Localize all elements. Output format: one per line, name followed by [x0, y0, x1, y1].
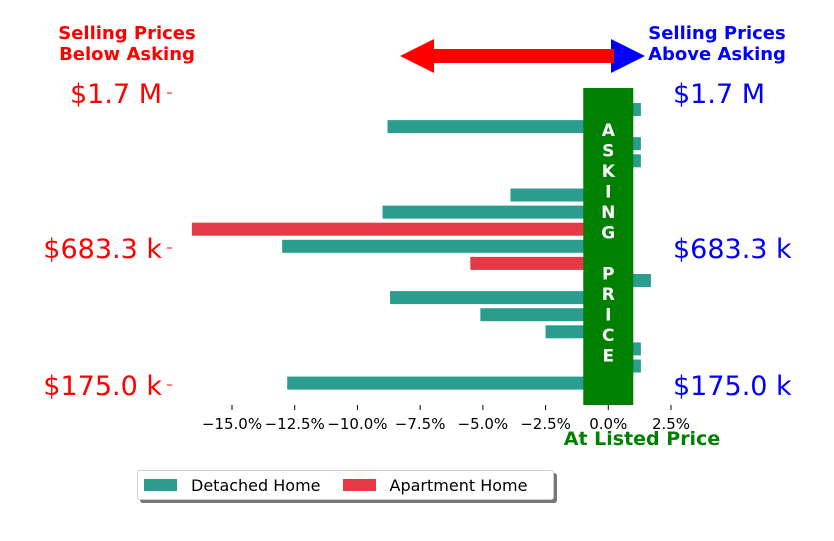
legend-label-apartment: Apartment Home	[389, 475, 528, 495]
asking-band-letter: C	[602, 326, 614, 346]
bar-apartment	[191, 222, 609, 236]
bar-detached	[480, 308, 609, 322]
legend-item-detached: Detached Home	[144, 476, 321, 495]
bar-detached	[382, 205, 609, 219]
header-below-asking: Below Asking	[59, 44, 195, 65]
asking-band-letter: G	[601, 224, 615, 244]
asking-price-band	[583, 88, 634, 405]
x-tick-label: −10.0%	[327, 415, 387, 433]
asking-band-letter: E	[602, 347, 614, 367]
y-label-left: $1.7 M	[70, 79, 162, 110]
x-tick-label: −7.5%	[395, 415, 446, 433]
y-label-right: $1.7 M	[673, 79, 765, 110]
asking-band-letter: I	[605, 183, 611, 203]
arrow-shaft	[434, 49, 614, 63]
x-tick-label: −2.5%	[520, 415, 571, 433]
legend: Detached Home Apartment Home	[137, 470, 554, 500]
legend-swatch-detached	[144, 479, 177, 491]
header-above-asking: Above Asking	[648, 44, 786, 65]
x-axis-label: At Listed Price	[564, 428, 720, 450]
bar-detached	[287, 376, 609, 390]
y-label-right: $683.3 k	[673, 234, 792, 265]
asking-band-letter: S	[602, 142, 614, 162]
header-below-asking: Selling Prices	[58, 23, 195, 44]
x-tick-label: −12.5%	[265, 415, 325, 433]
y-label-right: $175.0 k	[673, 371, 792, 402]
bar-apartment	[470, 256, 609, 270]
bar-detached	[282, 239, 609, 253]
legend-item-apartment: Apartment Home	[342, 475, 528, 495]
bar-detached	[387, 120, 609, 134]
x-tick-label: 2.5%	[652, 415, 690, 433]
legend-swatch-apartment	[342, 479, 376, 491]
x-tick-label: 0.0%	[589, 415, 627, 433]
legend-label-detached: Detached Home	[191, 475, 321, 495]
bar-detached	[390, 291, 609, 305]
asking-band-letter: I	[605, 306, 611, 326]
asking-band-letter: N	[601, 203, 615, 223]
asking-band-letter: A	[602, 121, 616, 141]
y-label-left: $175.0 k	[43, 371, 162, 402]
x-tick-label: −5.0%	[458, 415, 509, 433]
x-tick-label: −15.0%	[202, 415, 262, 433]
asking-band-letter: K	[602, 162, 616, 182]
asking-band-letter: R	[602, 285, 615, 305]
y-label-left: $683.3 k	[43, 234, 162, 265]
asking-band-letter: P	[602, 265, 614, 285]
header-above-asking: Selling Prices	[648, 23, 785, 44]
